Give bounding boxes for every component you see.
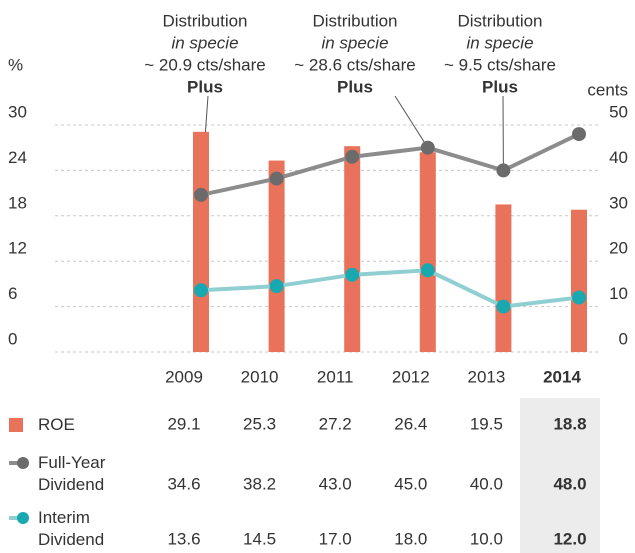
legend-swatch (9, 418, 23, 432)
bar (419, 152, 436, 352)
bar (571, 209, 587, 352)
x-tick-label: 2011 (317, 367, 354, 386)
x-tick-label: 2012 (392, 367, 430, 386)
table-value: 25.3 (243, 414, 276, 433)
x-tick-label: 2013 (467, 367, 505, 386)
highlight-column (520, 398, 600, 553)
legend-label: Full-Year Dividend (38, 453, 106, 494)
table-value: 10.0 (470, 529, 503, 548)
y-axis-label: % (8, 55, 23, 74)
table-value: 17.0 (319, 529, 352, 548)
bar (268, 160, 285, 352)
y-tick-label: 6 (8, 284, 17, 303)
annotation: Plus (187, 77, 223, 96)
line (200, 132, 580, 197)
table-value: 45.0 (394, 474, 427, 493)
x-tick-label: 2014 (543, 367, 581, 386)
point (572, 290, 586, 305)
annotation: ~ 9.5 cts/share (444, 55, 556, 74)
y2-axis-label: cents (587, 80, 628, 99)
point (345, 267, 360, 282)
legend-swatch (17, 512, 29, 524)
table-value: 13.6 (167, 529, 200, 548)
annotation: Plus (337, 77, 373, 96)
y2-tick-label: 10 (609, 284, 628, 303)
y-tick-label: 18 (8, 193, 27, 212)
point (269, 279, 284, 294)
table-value: 18.8 (553, 414, 586, 433)
point (496, 299, 511, 314)
annotation: Distribution (162, 11, 247, 30)
leader-line (394, 95, 429, 148)
line (200, 268, 580, 309)
annotation: Distribution (312, 11, 397, 30)
table-value: 18.0 (394, 529, 427, 548)
y2-tick-label: 40 (609, 148, 628, 167)
y-tick-label: 24 (8, 148, 27, 167)
point (194, 283, 208, 298)
y2-tick-label: 20 (609, 239, 628, 258)
y2-tick-label: 50 (609, 102, 628, 121)
table-value: 14.5 (243, 529, 276, 548)
y-tick-label: 0 (8, 329, 17, 348)
point (420, 263, 435, 278)
table-value: 34.6 (167, 474, 200, 493)
y2-tick-label: 0 (619, 329, 628, 348)
point (572, 127, 586, 142)
x-tick-label: 2010 (241, 367, 279, 386)
table-value: 48.0 (553, 474, 586, 493)
table-value: 29.1 (167, 414, 200, 433)
table-value: 40.0 (470, 474, 503, 493)
table-value: 26.4 (394, 414, 427, 433)
annotation: in specie (466, 33, 533, 52)
legend-swatch (17, 457, 29, 469)
x-tick-label: 2009 (165, 367, 203, 386)
annotation: in specie (171, 33, 238, 52)
bar (344, 146, 361, 352)
legend-label: Interim Dividend (38, 508, 105, 549)
y-tick-label: 30 (8, 102, 27, 121)
annotation: ~ 20.9 cts/share (144, 55, 265, 74)
point (269, 171, 284, 186)
bar (193, 131, 209, 352)
table-value: 12.0 (553, 529, 586, 548)
y2-tick-label: 30 (609, 193, 628, 212)
y-tick-label: 12 (8, 239, 27, 258)
point (420, 140, 435, 155)
bar (495, 204, 512, 352)
annotation: in specie (321, 33, 388, 52)
point (496, 163, 511, 178)
point (194, 187, 208, 202)
annotation: ~ 28.6 cts/share (294, 55, 415, 74)
table-value: 19.5 (470, 414, 503, 433)
annotation: Plus (482, 77, 518, 96)
annotation: Distribution (457, 11, 542, 30)
table-value: 38.2 (243, 474, 276, 493)
point (345, 149, 360, 164)
table-value: 27.2 (319, 414, 352, 433)
table-value: 43.0 (319, 474, 352, 493)
legend-label: ROE (38, 415, 75, 434)
